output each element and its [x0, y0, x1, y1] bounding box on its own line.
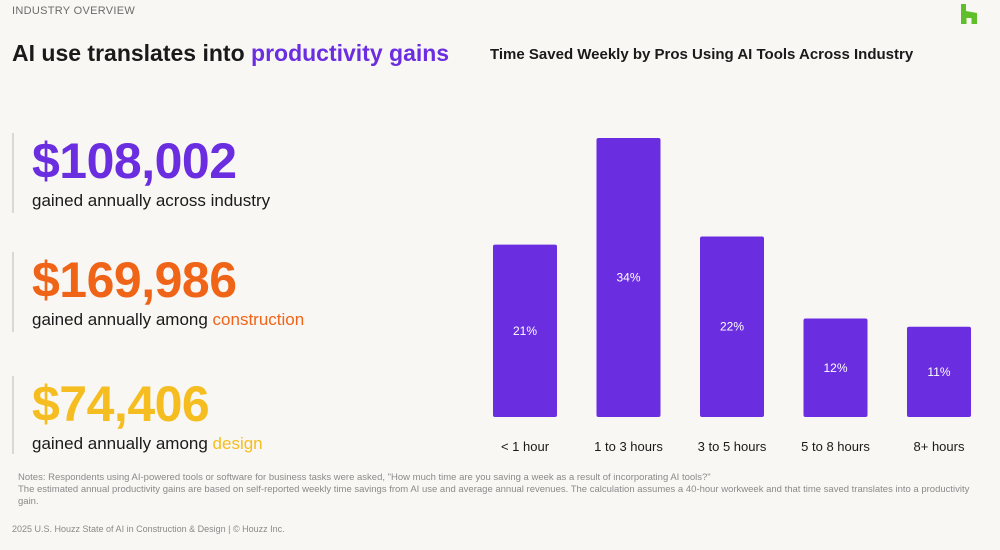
- tick-label-8-hours: 8+ hours: [914, 439, 965, 454]
- stat-industry-value: $108,002: [32, 133, 237, 189]
- chart-title: Time Saved Weekly by Pros Using AI Tools…: [490, 46, 914, 63]
- stat-industry-desc-text: gained annually across industry: [32, 191, 271, 210]
- data-label-1-hour: 21%: [513, 324, 537, 338]
- footer: 2025 U.S. Houzz State of AI in Construct…: [12, 524, 285, 534]
- tick-label-5-to-8-hours: 5 to 8 hours: [801, 439, 870, 454]
- page-title-text: AI use translates into: [12, 40, 252, 66]
- notes-line-2: The estimated annual productivity gains …: [18, 484, 970, 507]
- data-label-8-hours: 11%: [927, 365, 950, 379]
- bar-1-hour: [493, 244, 557, 417]
- stat-construction-desc-accent: construction: [212, 310, 305, 329]
- data-label-3-to-5-hours: 22%: [720, 320, 744, 334]
- bar-1-to-3-hours: [596, 138, 661, 417]
- stat-design-desc-accent: design: [212, 434, 263, 453]
- stat-construction-desc: gained annually among construction: [32, 310, 304, 330]
- bar-chart: 21% < 1 hour 34% 1 to 3 hours 22% 3 to 5 hour…: [493, 138, 971, 454]
- page-title: AI use translates into productivity gain…: [12, 40, 449, 67]
- data-label-5-to-8-hours: 12%: [823, 361, 847, 375]
- tick-label-1-to-3-hours: 1 to 3 hours: [594, 439, 663, 454]
- stat-industry-desc: gained annually across industry: [32, 191, 270, 211]
- stat-design: $74,406 gained annually among design: [12, 376, 263, 454]
- section-label: INDUSTRY OVERVIEW: [12, 5, 136, 17]
- stat-design-value: $74,406: [32, 376, 210, 432]
- notes: Notes: Respondents using AI-powered tool…: [18, 472, 978, 508]
- stat-construction-value: $169,986: [32, 252, 237, 308]
- bar-5-to-8-hours: [803, 318, 868, 417]
- stat-design-desc: gained annually among design: [32, 434, 263, 454]
- data-label-1-to-3-hours: 34%: [616, 271, 640, 285]
- bar-8-hours: [907, 326, 971, 417]
- houzz-logo-icon: [961, 4, 977, 24]
- notes-line-1: Notes: Respondents using AI-powered tool…: [18, 472, 711, 483]
- stat-industry: $108,002 gained annually across industry: [12, 133, 270, 213]
- stat-construction-desc-text: gained annually among: [32, 310, 213, 329]
- tick-label-1-hour: < 1 hour: [501, 439, 550, 454]
- bar-3-to-5-hours: [700, 236, 764, 417]
- stat-design-desc-text: gained annually among: [32, 434, 213, 453]
- stat-construction: $169,986 gained annually among construct…: [12, 252, 304, 332]
- page-title-accent: productivity gains: [251, 40, 450, 66]
- tick-label-3-to-5-hours: 3 to 5 hours: [698, 439, 767, 454]
